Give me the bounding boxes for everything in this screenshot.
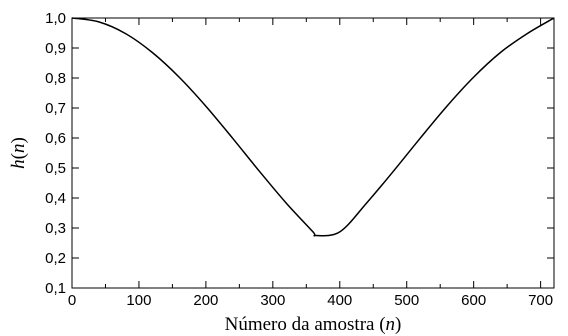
y-tick-label: 0,2 [45, 250, 66, 267]
y-tick-label: 0,6 [45, 130, 66, 147]
y-tick-label: 0,8 [45, 70, 66, 87]
y-tick-label: 0,7 [45, 100, 66, 117]
x-tick-label: 400 [327, 292, 352, 309]
ticks [71, 17, 554, 289]
plot-area-frame [71, 17, 555, 289]
x-tick-label: 100 [126, 292, 151, 309]
x-axis-title: Número da amostra (n) [225, 314, 402, 335]
x-tick-label: 500 [394, 292, 419, 309]
y-axis-title: h(n) [8, 137, 29, 169]
x-tick-label: 600 [461, 292, 486, 309]
series-line [71, 17, 555, 237]
x-tick-label: 200 [193, 292, 218, 309]
x-tick-label: 700 [528, 292, 553, 309]
y-tick-label: 0,3 [45, 220, 66, 237]
x-tick-label: 0 [68, 292, 76, 309]
y-tick-label: 0,1 [45, 280, 66, 297]
tick-labels: 0 100 200 300 400 500 600 700 0,1 0,2 0,3 0,4 0,5 0,6… [45, 10, 553, 309]
y-tick-label: 0,5 [45, 160, 66, 177]
y-tick-label: 0,9 [45, 40, 66, 57]
y-tick-label: 1,0 [45, 10, 66, 27]
x-tick-label: 300 [260, 292, 285, 309]
y-tick-label: 0,4 [45, 190, 66, 207]
